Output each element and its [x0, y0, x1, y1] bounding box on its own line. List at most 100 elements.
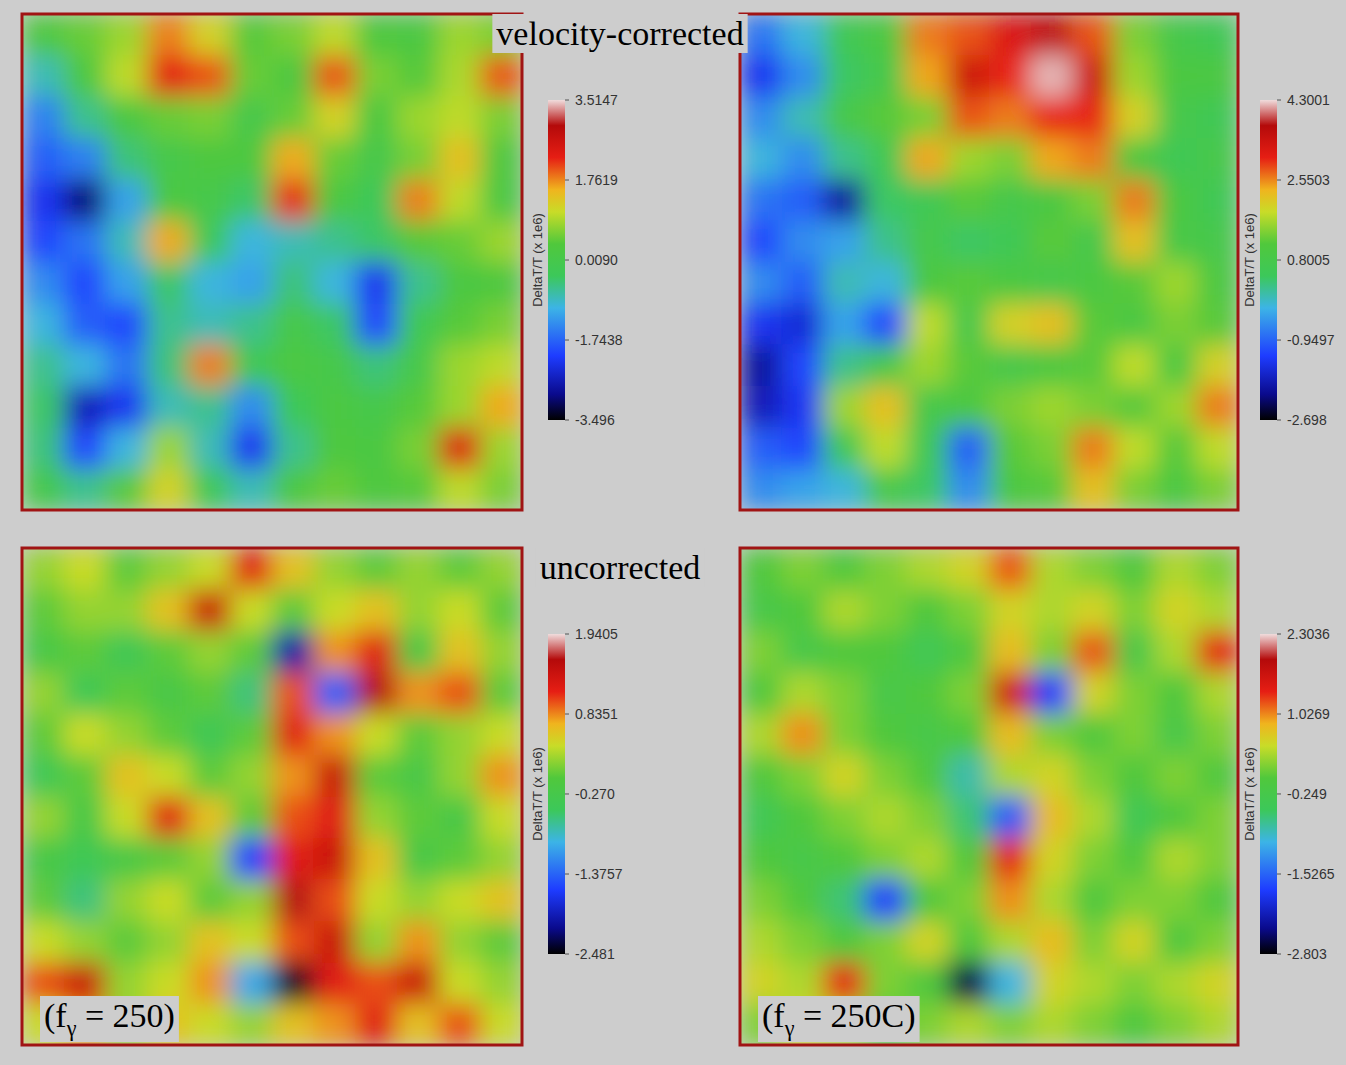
heat-cell: [948, 427, 990, 469]
panel: 4.30012.55030.8005-0.9497-2.698DeltaT/T …: [740, 14, 1335, 511]
heat-cell: [782, 589, 824, 631]
heat-cell: [439, 879, 481, 921]
colorbar-label: DeltaT/T (x 1e6): [530, 213, 545, 307]
label-patch: [40, 996, 179, 1042]
heat-cell: [189, 714, 231, 756]
heat-cell: [355, 262, 397, 304]
heat-cell: [355, 55, 397, 97]
heat-cell: [272, 672, 314, 714]
colorbar: [1260, 100, 1277, 420]
heat-cell: [189, 97, 231, 139]
heat-cell: [105, 262, 147, 304]
text-run: = 250C): [794, 997, 915, 1035]
heat-cell: [906, 97, 948, 139]
heat-cell: [1031, 138, 1073, 180]
colorbar-tick: [565, 634, 569, 635]
heat-cell: [272, 797, 314, 839]
heat-cell: [1031, 469, 1073, 510]
heat-cell: [823, 672, 865, 714]
heat-cell: [397, 179, 439, 221]
figure: 3.51471.76190.0090-1.7438-3.496DeltaT/T …: [0, 0, 1346, 1065]
heat-cell: [147, 548, 189, 590]
heat-cell: [22, 672, 64, 714]
heat-cell: [740, 345, 782, 387]
heat-cell: [397, 97, 439, 139]
heat-cell: [189, 179, 231, 221]
heat-cell: [948, 797, 990, 839]
heat-cell: [948, 221, 990, 263]
heat-cell: [865, 14, 907, 56]
heat-cell: [64, 345, 106, 387]
heat-cell: [22, 386, 64, 428]
heat-cell: [105, 427, 147, 469]
heat-cell: [480, 589, 522, 631]
heat-cell: [230, 838, 272, 880]
heat-cell: [989, 179, 1031, 221]
heat-cell: [1197, 469, 1239, 510]
heat-cell: [355, 427, 397, 469]
heat-cell: [439, 97, 481, 139]
heat-cell: [948, 1004, 990, 1045]
heat-cell: [480, 797, 522, 839]
colorbar-tick: [1277, 954, 1281, 955]
heat-cell: [989, 14, 1031, 56]
heat-cell: [355, 469, 397, 510]
heat-cell: [989, 55, 1031, 97]
heat-cell: [823, 179, 865, 221]
heat-cell: [439, 469, 481, 510]
heat-cell: [314, 97, 356, 139]
heat-cell: [906, 469, 948, 510]
heat-cell: [823, 589, 865, 631]
heat-cell: [22, 631, 64, 673]
heat-cell: [272, 755, 314, 797]
heat-cell: [865, 97, 907, 139]
heat-cell: [782, 755, 824, 797]
heat-cell: [355, 879, 397, 921]
heat-cell: [397, 427, 439, 469]
heat-cell: [230, 589, 272, 631]
cells-clip: [22, 548, 522, 1045]
heat-cell: [906, 714, 948, 756]
heat-cell: [64, 631, 106, 673]
heat-cell: [189, 427, 231, 469]
colorbar-tick: [565, 420, 569, 421]
heat-cell: [189, 838, 231, 880]
heat-cell: [397, 755, 439, 797]
heat-cell: [314, 138, 356, 180]
heat-cell: [1197, 221, 1239, 263]
heat-cell: [1155, 262, 1197, 304]
heat-cell: [989, 797, 1031, 839]
heat-cell: [314, 345, 356, 387]
heat-cell: [397, 797, 439, 839]
heat-cell: [1114, 262, 1156, 304]
heat-cell: [64, 427, 106, 469]
colorbar-label: DeltaT/T (x 1e6): [530, 747, 545, 841]
colorbar-tick: [1277, 100, 1281, 101]
heat-cell: [1031, 97, 1073, 139]
heat-cell: [1072, 345, 1114, 387]
heat-cell: [480, 1004, 522, 1045]
heat-cell: [105, 345, 147, 387]
heat-cell: [105, 548, 147, 590]
heat-cell: [147, 345, 189, 387]
heat-cell: [355, 921, 397, 963]
heat-cell: [1072, 262, 1114, 304]
heat-cell: [314, 589, 356, 631]
colorbar-tick: [1277, 180, 1281, 181]
heat-cell: [823, 262, 865, 304]
heat-cell: [230, 55, 272, 97]
heat-cell: [397, 138, 439, 180]
heat-cell: [397, 672, 439, 714]
heat-cell: [397, 386, 439, 428]
heat-cell: [314, 755, 356, 797]
heat-cell: [439, 797, 481, 839]
heat-cell: [105, 14, 147, 56]
heat-cell: [189, 672, 231, 714]
heat-cell: [1155, 797, 1197, 839]
heat-cell: [1072, 548, 1114, 590]
colorbar-tick: [565, 100, 569, 101]
heat-cell: [948, 879, 990, 921]
heat-cell: [1155, 631, 1197, 673]
heat-cell: [189, 797, 231, 839]
page: {"chart_data": [ {"type": "heatmap", "ti…: [0, 0, 1346, 1065]
